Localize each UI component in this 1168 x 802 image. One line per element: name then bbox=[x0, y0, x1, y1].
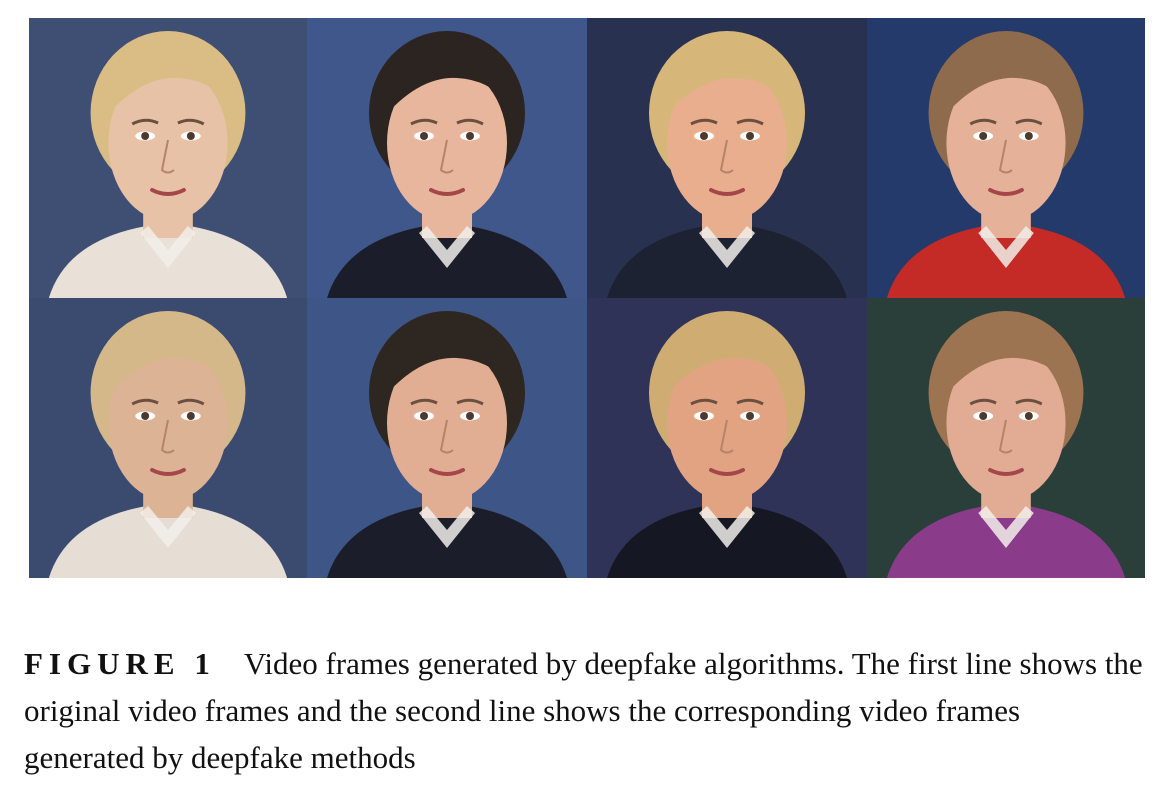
original-frame-2 bbox=[307, 18, 587, 298]
deepfake-frame-4 bbox=[867, 298, 1145, 578]
portrait-image bbox=[587, 18, 867, 298]
figure-label: FIGURE 1 bbox=[24, 646, 216, 681]
portrait-image bbox=[307, 18, 587, 298]
deepfake-frame-3 bbox=[587, 298, 867, 578]
portrait-image bbox=[29, 298, 307, 578]
deepfake-frame-2 bbox=[307, 298, 587, 578]
original-frame-3 bbox=[587, 18, 867, 298]
portrait-image bbox=[867, 298, 1145, 578]
original-frame-4 bbox=[867, 18, 1145, 298]
figure-caption-text: Video frames generated by deepfake algor… bbox=[24, 646, 1143, 775]
figure-image-grid bbox=[29, 18, 1145, 578]
portrait-image bbox=[29, 18, 307, 298]
portrait-image bbox=[867, 18, 1145, 298]
portrait-image bbox=[307, 298, 587, 578]
figure-caption: FIGURE 1 Video frames generated by deepfa… bbox=[24, 640, 1144, 781]
deepfake-frame-1 bbox=[29, 298, 307, 578]
original-frame-1 bbox=[29, 18, 307, 298]
portrait-image bbox=[587, 298, 867, 578]
